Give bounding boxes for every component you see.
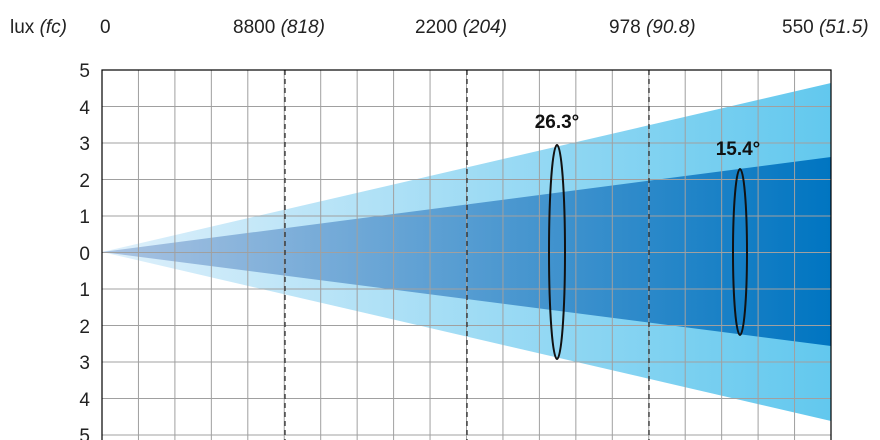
narrow-beam-section-ellipse — [732, 168, 748, 336]
distance-label-2: 2200 (204) — [415, 17, 507, 38]
narrow-beam-angle-label: 15.4° — [716, 139, 761, 160]
wide-beam-angle-label: 26.3° — [535, 112, 580, 133]
y-tick-label: 4 — [79, 98, 90, 119]
y-tick-label: 1 — [79, 207, 90, 228]
y-tick-label: 5 — [79, 426, 90, 440]
y-tick-label: 5 — [79, 61, 90, 82]
y-tick-label: 4 — [79, 390, 90, 411]
y-tick-label: 2 — [79, 171, 90, 192]
y-tick-label: 2 — [79, 317, 90, 338]
unit-label: lux (fc) — [10, 17, 67, 38]
plot-border — [101, 69, 832, 440]
y-tick-label: 1 — [79, 280, 90, 301]
wide-beam-section-ellipse — [548, 144, 566, 360]
distance-label-1: 8800 (818) — [233, 17, 325, 38]
y-axis-labels: 5 4 3 2 1 0 1 2 3 4 5 — [79, 61, 90, 440]
y-tick-label: 3 — [79, 353, 90, 374]
distance-label-3: 978 (90.8) — [609, 17, 696, 38]
y-tick-label: 0 — [79, 244, 90, 265]
origin-distance-label: 0 — [100, 17, 111, 38]
y-tick-label: 3 — [79, 134, 90, 155]
distance-label-4: 550 (51.5) — [782, 17, 869, 38]
